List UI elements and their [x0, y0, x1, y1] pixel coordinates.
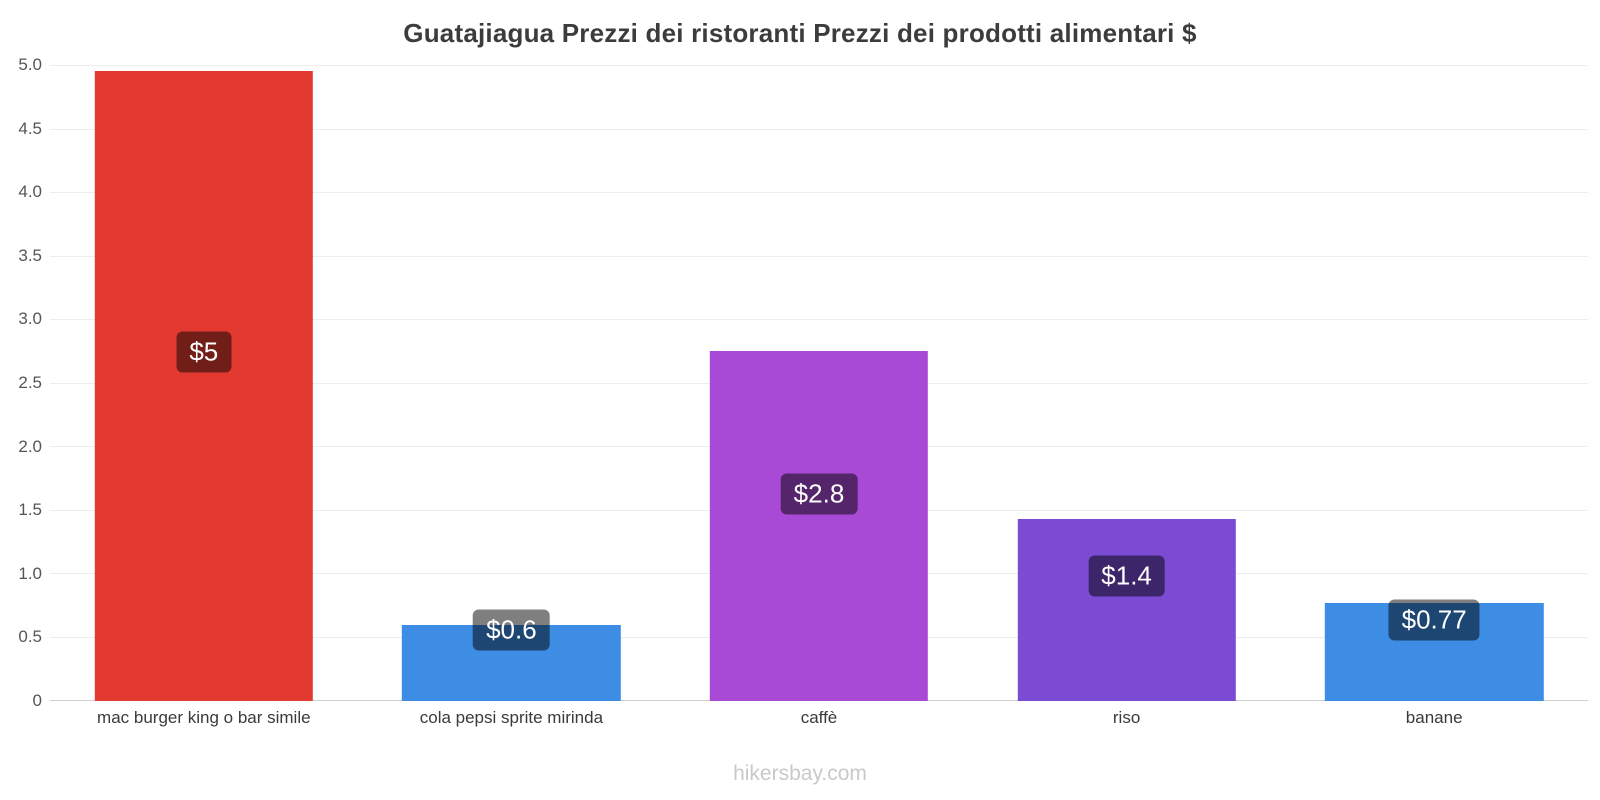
y-tick-label: 4.0	[18, 182, 42, 202]
y-tick-label: 0	[32, 691, 42, 710]
value-label: $1.4	[1088, 555, 1165, 597]
watermark: hikersbay.com	[733, 762, 867, 785]
x-category-label: banane	[1405, 708, 1463, 727]
gridline	[50, 128, 1588, 130]
bar-slot: $0.77	[1280, 65, 1588, 701]
x-category-label: cola pepsi sprite mirinda	[419, 708, 604, 727]
plot-area: $5 $0.6 $2.8 $1.4 $0.77	[50, 65, 1588, 701]
value-label: $0.77	[1388, 599, 1480, 641]
gridline	[50, 319, 1588, 320]
gridline	[50, 65, 1588, 66]
y-axis: 0 0.5 1.0 1.5 2.0 2.5 3.0 3.5 4.0 4.5 5.0	[0, 55, 42, 710]
bar-slot: $2.8	[665, 65, 973, 701]
y-tick-label: 3.5	[18, 245, 42, 265]
y-tick-label: 2.0	[18, 436, 42, 456]
y-tick-label: 1.5	[18, 500, 42, 520]
x-category-label: riso	[1112, 708, 1141, 727]
bar-4	[1017, 519, 1236, 701]
value-label: $2.8	[780, 473, 858, 515]
value-label: $5	[176, 331, 232, 373]
x-category-label: caffè	[800, 708, 838, 727]
value-label: $0.6	[473, 609, 550, 651]
y-tick-label: 4.5	[18, 118, 42, 138]
bar-slot: $5	[50, 65, 358, 701]
x-axis: mac burger king o bar simile cola pepsi s…	[50, 708, 1588, 728]
y-tick-label: 0.5	[18, 627, 42, 647]
x-category-label: mac burger king o bar simile	[97, 708, 311, 727]
bars-container: $5 $0.6 $2.8 $1.4 $0.77	[50, 65, 1588, 701]
bar-slot: $1.4	[973, 65, 1281, 701]
y-tick-label: 3.0	[18, 309, 42, 329]
bar-3	[709, 351, 929, 701]
gridline	[50, 192, 1588, 193]
gridline	[50, 255, 1588, 257]
bar-1	[94, 71, 313, 701]
y-tick-label: 5.0	[18, 55, 42, 74]
y-tick-label: 2.5	[18, 373, 42, 392]
y-tick-label: 1.0	[18, 563, 42, 583]
chart-title: Guatajiagua Prezzi dei ristoranti Prezzi…	[403, 18, 1197, 48]
bar-slot: $0.6	[358, 65, 666, 701]
